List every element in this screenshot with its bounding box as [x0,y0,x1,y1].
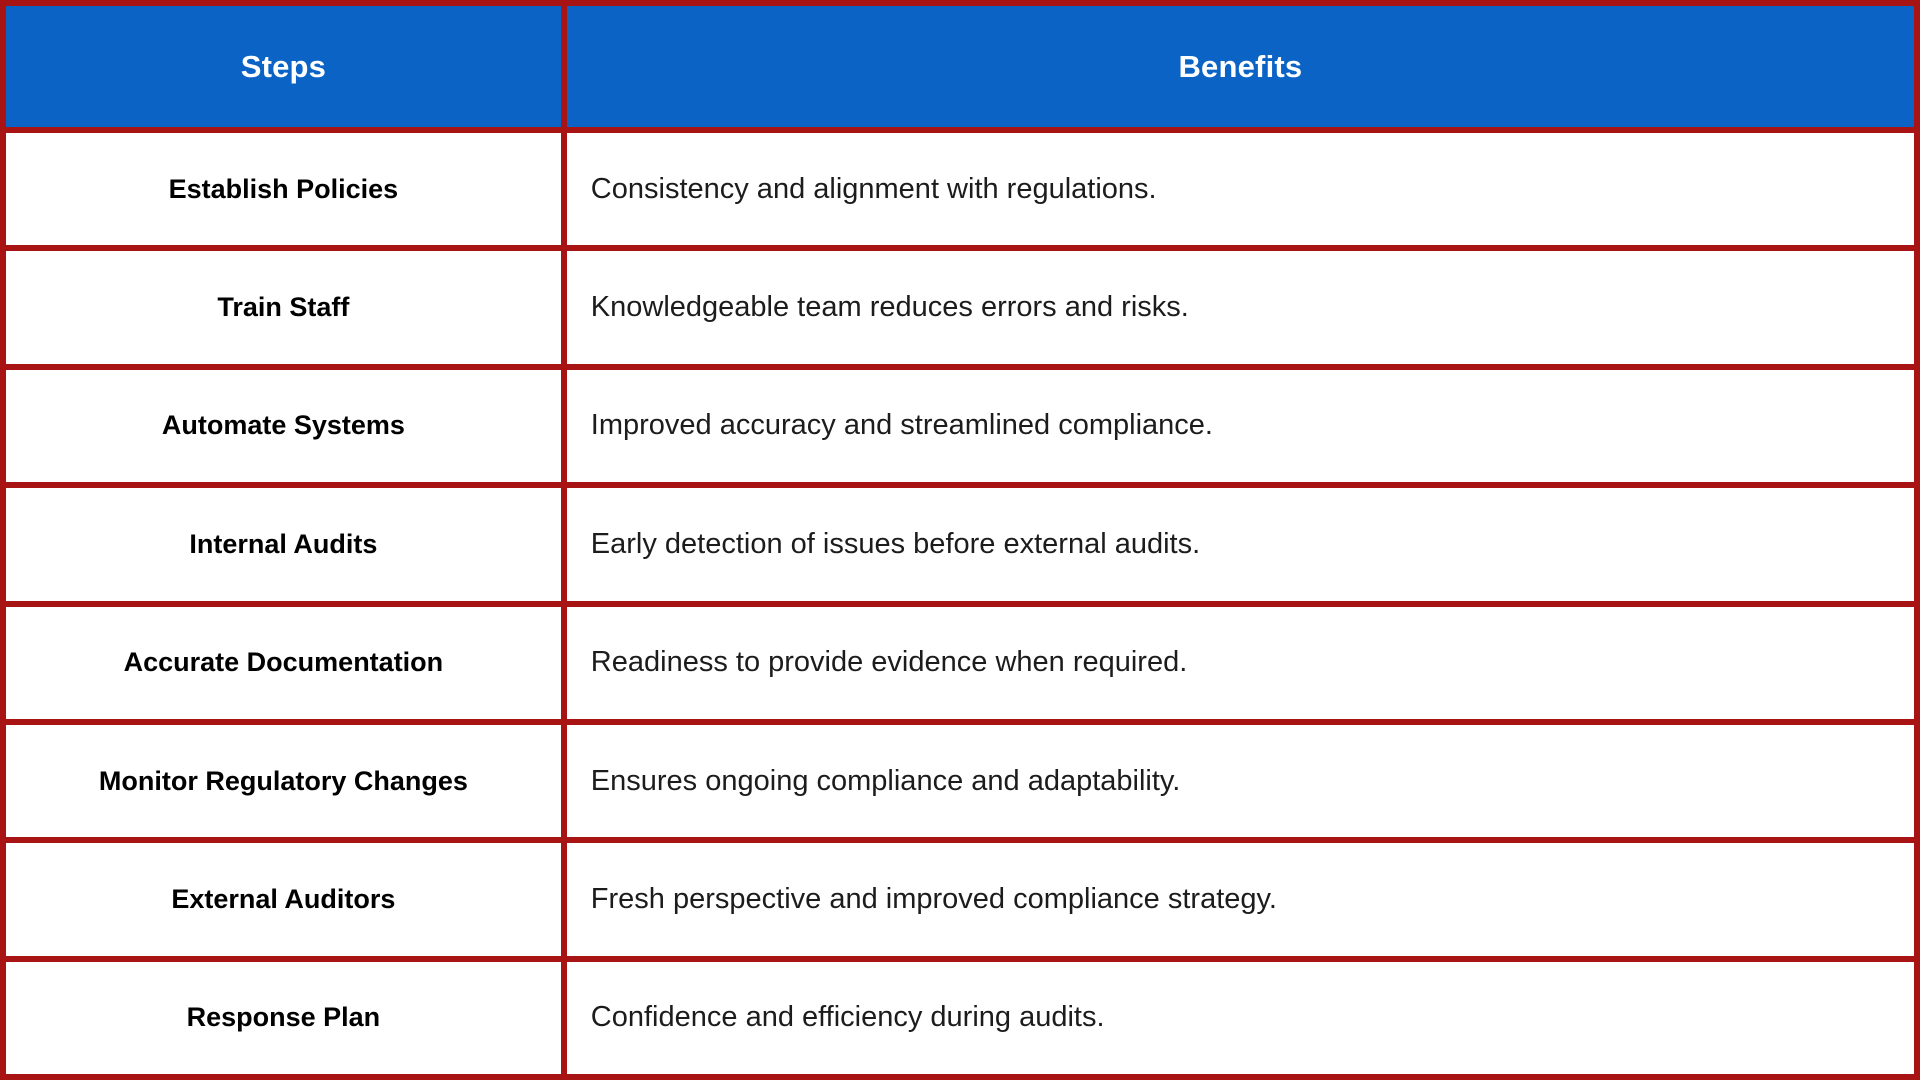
benefit-cell: Readiness to provide evidence when requi… [560,600,1920,725]
table-row: Response Plan Confidence and efficiency d… [0,955,1920,1080]
step-cell: Establish Policies [0,126,567,252]
step-cell: External Auditors [0,837,567,962]
table-row: Establish Policies Consistency and alignm… [0,126,1920,252]
step-cell: Response Plan [0,955,567,1080]
benefit-cell: Early detection of issues before externa… [560,482,1920,607]
table-row: Automate Systems Improved accuracy and st… [0,363,1920,489]
table-row: Monitor Regulatory Changes Ensures ongoin… [0,718,1920,844]
column-header-steps: Steps [0,0,567,133]
step-cell: Automate Systems [0,363,567,489]
table-body: Establish Policies Consistency and alignm… [0,126,1920,1080]
benefit-cell: Knowledgeable team reduces errors and ri… [560,245,1920,370]
step-cell: Internal Audits [0,482,567,607]
step-cell: Monitor Regulatory Changes [0,718,567,844]
table-row: Internal Audits Early detection of issues… [0,482,1920,607]
benefit-cell: Improved accuracy and streamlined compli… [560,363,1920,489]
step-cell: Accurate Documentation [0,600,567,725]
table-header-row: Steps Benefits [0,0,1920,133]
table-row: Accurate Documentation Readiness to provi… [0,600,1920,725]
benefit-cell: Consistency and alignment with regulatio… [560,126,1920,252]
benefit-cell: Fresh perspective and improved complianc… [560,837,1920,962]
benefit-cell: Confidence and efficiency during audits. [560,955,1920,1080]
step-cell: Train Staff [0,245,567,370]
column-header-benefits: Benefits [560,0,1920,133]
table-row: Train Staff Knowledgeable team reduces er… [0,245,1920,370]
table-row: External Auditors Fresh perspective and i… [0,837,1920,962]
benefit-cell: Ensures ongoing compliance and adaptabil… [560,718,1920,844]
